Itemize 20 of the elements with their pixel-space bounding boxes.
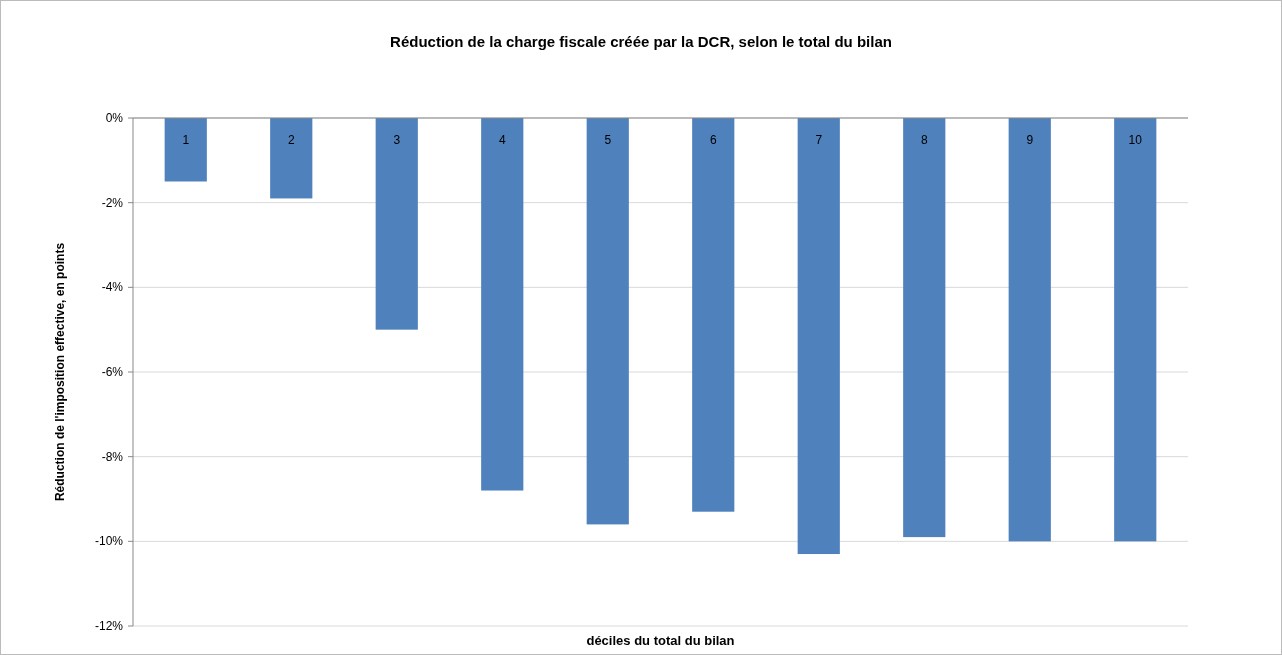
y-tick-label: -12%	[94, 619, 124, 633]
x-tick-label: 4	[498, 133, 506, 147]
x-axis-title: déciles du total du bilan	[586, 633, 735, 648]
y-tick-label: -10%	[94, 534, 124, 549]
y-tick-label: -4%	[101, 280, 124, 295]
y-tick-label: -6%	[101, 365, 124, 379]
x-tick-label: 7	[815, 133, 823, 147]
x-tick-label: 2	[287, 133, 295, 147]
x-tick-label: 8	[920, 133, 928, 147]
chart-title: Réduction de la charge fiscale créée par la DCR, selon le total du bilan	[390, 33, 892, 50]
x-tick-label: 9	[1026, 133, 1034, 147]
y-axis-title: Réduction de l'imposition effective, en points	[53, 242, 67, 502]
x-tick-label: 5	[604, 133, 612, 147]
x-tick-label: 3	[393, 133, 401, 147]
x-tick-label: 6	[709, 133, 717, 147]
y-tick-label: -2%	[101, 195, 124, 210]
x-tick-label: 1	[182, 133, 190, 147]
y-tick-label: 0%	[105, 111, 124, 125]
x-tick-label: 10	[1128, 133, 1143, 147]
y-tick-label: -8%	[101, 449, 124, 464]
